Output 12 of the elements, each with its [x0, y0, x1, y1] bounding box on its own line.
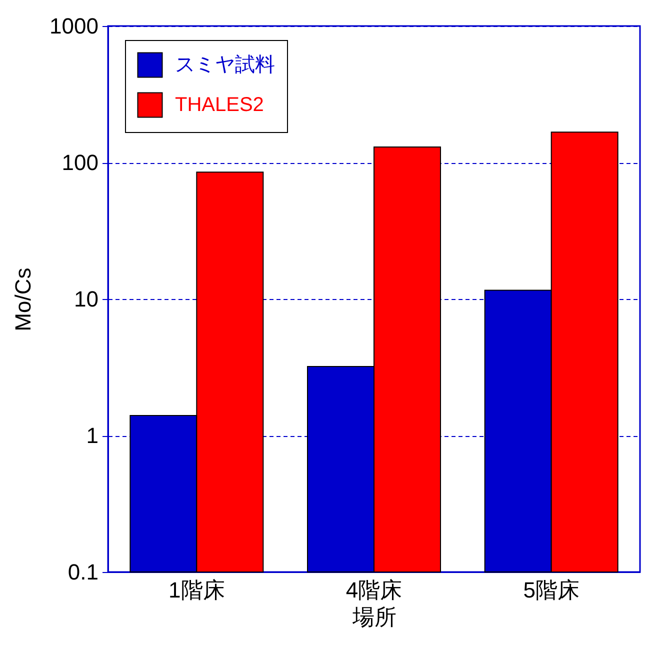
- y-tick-label: 100: [62, 150, 98, 175]
- legend-label: THALES2: [175, 94, 264, 116]
- y-tick-label: 1000: [50, 14, 98, 38]
- y-tick-label: 0.1: [68, 560, 98, 584]
- x-tick-label: 4階床: [346, 578, 402, 602]
- x-tick-label: 1階床: [168, 578, 225, 602]
- x-axis-title: 場所: [352, 604, 396, 630]
- y-tick-label: 1: [86, 423, 98, 448]
- y-tick-label: 10: [74, 286, 98, 312]
- legend-label: スミヤ試料: [175, 54, 275, 76]
- x-tick-label: 5階床: [523, 578, 580, 602]
- y-axis-title: Mo/Cs: [10, 268, 36, 332]
